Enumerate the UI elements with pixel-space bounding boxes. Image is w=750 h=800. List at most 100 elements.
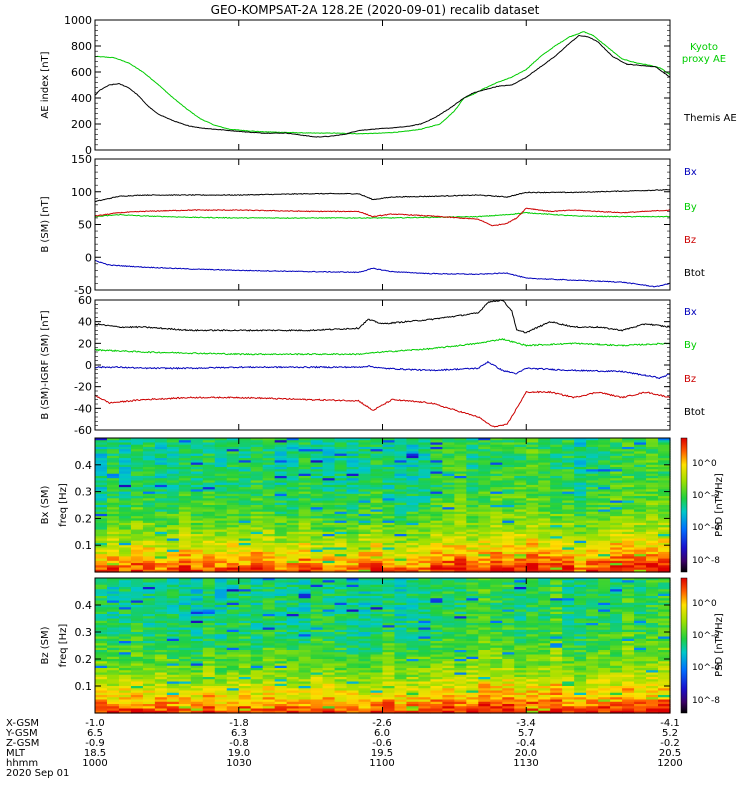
spectrogram-cell [610,462,623,466]
spectrogram-cell [310,647,324,651]
spectrogram-cell [274,697,288,701]
spectrogram-cell [490,563,503,566]
spectrogram-cell [178,670,192,674]
legend-btot: Btot [684,268,705,279]
spectrogram-cell [394,697,408,701]
spectrogram-cell [646,500,659,504]
spectrogram-cell [394,473,408,477]
spectrogram-cell [178,560,192,564]
spectrogram-cell [250,462,264,466]
spectrogram-cell [166,706,180,710]
spectrogram-cell [322,672,336,676]
spectrogram-cell [526,469,539,473]
spectrogram-cell [430,547,443,551]
spectrogram-cell [166,467,180,470]
spectrogram-cell [322,449,336,452]
spectrogram-cell [370,686,384,689]
spectrogram-cell [142,665,156,669]
spectrogram-cell [634,442,647,446]
spectrogram-cell [634,458,647,461]
spectrogram-cell [418,462,432,466]
spectrogram-cell [418,679,432,683]
spectrogram-cell [95,710,108,714]
spectrogram-cell [418,458,432,461]
spectrogram-cell [442,549,455,553]
spectrogram-cell [370,455,384,459]
spectrogram-cell [286,611,300,615]
spectrogram-cell [250,549,264,553]
spectrogram-cell [502,446,515,450]
spectrogram-cell [514,531,527,535]
spectrogram-cell [634,527,647,531]
spectrogram-cell [250,467,264,470]
spectrogram-cell [178,469,192,473]
spectrogram-cell [454,446,467,450]
spectrogram-cell [358,489,372,493]
spectrogram-cell [166,593,180,597]
spectrogram-cell [646,484,659,488]
spectrogram-cell [526,560,539,564]
spectrogram-cell [166,659,180,662]
spectrogram-cell [586,496,599,499]
spectrogram-cell [598,464,611,468]
spectrogram-cell [250,536,264,540]
spectrogram-cell [250,609,264,613]
spectrogram-cell [394,460,408,464]
spectrogram-cell [502,547,515,551]
spectrogram-cell [238,704,252,707]
spectrogram-cell [142,491,156,495]
spectrogram-cell [250,509,264,513]
spectrogram-cell [310,484,324,488]
spectrogram-cell [262,609,276,613]
spectrogram-cell [478,502,491,506]
spectrogram-cell [250,455,264,459]
spectrogram-cell [262,511,276,515]
spectrogram-cell [382,469,396,473]
spectrogram-cell [514,516,527,519]
spectrogram-cell [298,551,312,555]
spectrogram-cell [598,554,611,557]
spectrogram-cell [250,690,264,694]
legend-bx: Bx [684,307,697,318]
spectrogram-cell [442,438,455,441]
spectrogram-cell [430,614,443,617]
spectrogram-cell [178,462,192,466]
spectrogram-cell [95,674,108,678]
spectrogram-cell [274,522,288,526]
spectrogram-cell [106,529,120,533]
spectrogram-cell [95,507,108,511]
spectrogram-cell [430,704,443,707]
spectrogram-cell [358,554,372,557]
spectrogram-cell [214,652,228,656]
spectrogram-cell [382,440,396,444]
spectrogram-cell [526,563,539,566]
spectrogram-cell [658,460,671,464]
spectrogram-cell [178,607,192,611]
spectrogram-cell [238,458,252,461]
spectrogram-cell [442,444,455,448]
spectrogram-cell [406,522,420,526]
spectrogram-cell [130,607,144,611]
spectrogram-cell [202,558,216,562]
spectrogram-cell [274,627,288,631]
spectrogram-cell [466,496,479,499]
spectrogram-cell [118,554,132,557]
spectrogram-cell [406,545,420,549]
spectrogram-cell [226,638,240,642]
spectrogram-cell [466,438,479,441]
spectrogram-cell [238,534,252,537]
spectrogram-cell [394,462,408,466]
spectrogram-cell [106,629,120,633]
spectrogram-cell [346,458,360,461]
spectrogram-cell [442,453,455,457]
spectrogram-cell [406,449,420,452]
spectrogram-cell [142,578,156,581]
spectrogram-cell [214,525,228,528]
spectrogram-cell [286,438,300,441]
spectrogram-cell [562,531,575,535]
spectrogram-cell [526,522,539,526]
spectrogram-cell [190,582,204,586]
spectrogram-cell [406,647,420,651]
spectrogram-cell [166,692,180,696]
